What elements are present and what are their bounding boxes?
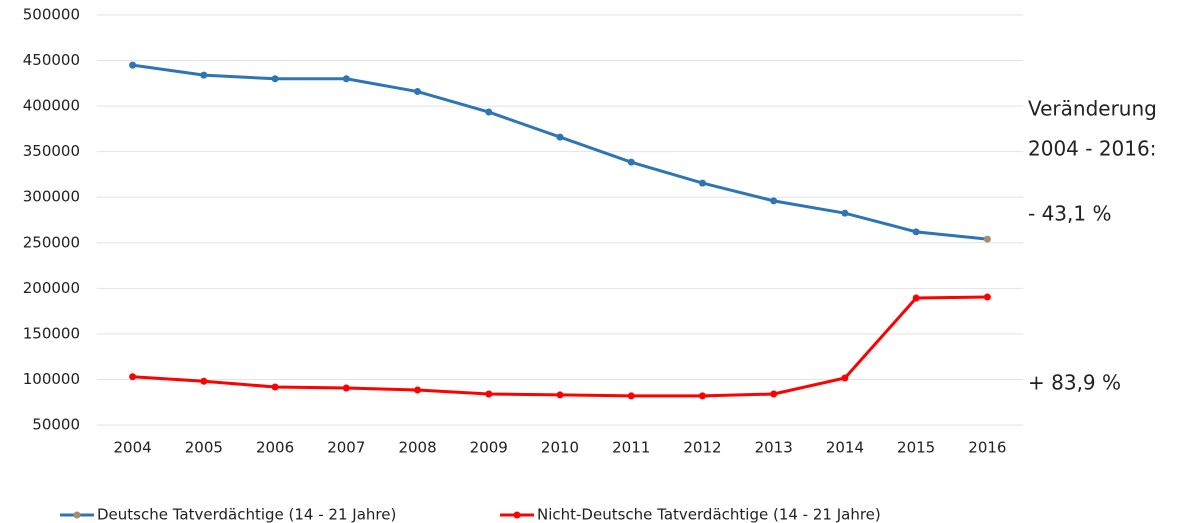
- y-tick-label: 500000: [23, 6, 80, 24]
- x-tick-label: 2007: [327, 439, 365, 457]
- data-point: [770, 197, 778, 205]
- legend-label: Deutsche Tatverdächtige (14 - 21 Jahre): [97, 506, 396, 523]
- y-tick-label: 250000: [23, 233, 80, 251]
- data-point: [342, 384, 350, 392]
- y-tick-label: 100000: [23, 370, 80, 388]
- data-point: [271, 383, 279, 391]
- data-point: [129, 61, 137, 69]
- data-point: [485, 108, 493, 116]
- data-point: [556, 133, 564, 141]
- annotation: + 83,9 %: [1028, 371, 1121, 395]
- data-point: [556, 391, 564, 399]
- data-point: [698, 179, 706, 187]
- data-point: [698, 392, 706, 400]
- x-tick-label: 2013: [755, 439, 793, 457]
- annotation: - 43,1 %: [1028, 202, 1111, 226]
- x-tick-label: 2006: [256, 439, 294, 457]
- data-point: [627, 392, 635, 400]
- x-tick-label: 2004: [114, 439, 152, 457]
- data-point: [414, 386, 422, 394]
- data-point: [627, 158, 635, 166]
- x-tick-label: 2012: [683, 439, 721, 457]
- legend-marker: [513, 511, 521, 519]
- y-tick-label: 350000: [23, 142, 80, 160]
- y-tick-label: 450000: [23, 51, 80, 69]
- data-point: [342, 75, 350, 83]
- annotation: 2004 - 2016:: [1028, 137, 1156, 161]
- data-point: [983, 235, 991, 243]
- annotation: Veränderung: [1028, 97, 1157, 121]
- x-tick-label: 2008: [398, 439, 436, 457]
- data-point: [912, 228, 920, 236]
- data-point: [200, 377, 208, 385]
- data-point: [200, 71, 208, 79]
- x-tick-label: 2011: [612, 439, 650, 457]
- x-tick-label: 2015: [897, 439, 935, 457]
- data-point: [983, 293, 991, 301]
- x-tick-label: 2014: [826, 439, 864, 457]
- y-tick-label: 200000: [23, 279, 80, 297]
- y-tick-label: 400000: [23, 97, 80, 115]
- series-line: [132, 295, 988, 398]
- data-point: [912, 294, 920, 302]
- data-point: [770, 390, 778, 398]
- data-point: [841, 209, 849, 217]
- legend-label: Nicht-Deutsche Tatverdächtige (14 - 21 J…: [537, 506, 881, 523]
- x-tick-label: 2016: [968, 439, 1006, 457]
- data-point: [271, 75, 279, 83]
- y-tick-label: 300000: [23, 188, 80, 206]
- x-tick-label: 2010: [541, 439, 579, 457]
- data-point: [485, 390, 493, 398]
- y-tick-label: 50000: [32, 416, 80, 434]
- x-tick-label: 2009: [470, 439, 508, 457]
- data-point: [841, 374, 849, 382]
- y-tick-label: 150000: [23, 324, 80, 342]
- x-tick-label: 2005: [185, 439, 223, 457]
- data-point: [414, 88, 422, 96]
- legend-marker: [73, 511, 81, 519]
- data-point: [129, 373, 137, 381]
